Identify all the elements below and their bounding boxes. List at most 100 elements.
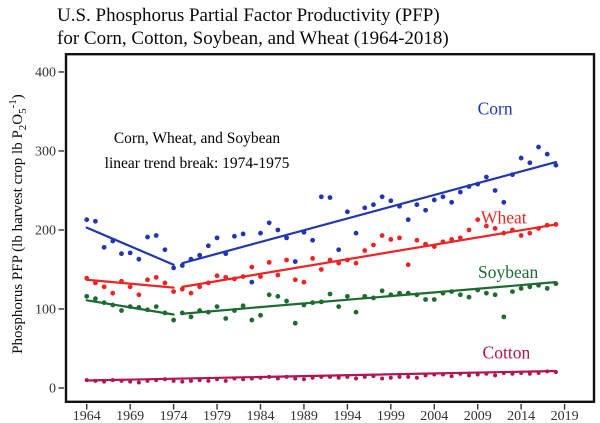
corn-data-point: [536, 144, 541, 150]
corn-data-point: [440, 194, 446, 200]
soybean-data-point: [492, 292, 498, 298]
cotton-data-point: [388, 375, 393, 380]
wheat-data-point: [353, 260, 359, 266]
cotton-data-point: [180, 379, 185, 384]
soybean-data-point: [240, 303, 246, 309]
soybean-data-point: [205, 309, 211, 315]
cotton-data-point: [501, 370, 506, 375]
soybean-data-point: [301, 302, 307, 308]
wheat-data-point: [423, 241, 428, 247]
corn-data-point: [414, 202, 420, 208]
cotton-data-point: [206, 378, 211, 383]
corn-data-point: [93, 218, 98, 224]
corn-data-point: [101, 244, 107, 250]
corn-data-point: [240, 231, 246, 237]
soybean-data-point: [101, 300, 107, 306]
soybean-data-point: [553, 281, 559, 287]
x-tick-label: 2019: [551, 409, 579, 423]
corn-data-point: [266, 220, 272, 226]
wheat-data-point: [145, 277, 150, 283]
wheat-data-point: [232, 276, 237, 282]
corn-data-point: [145, 234, 150, 240]
wheat-data-point: [197, 284, 203, 290]
wheat-data-point: [527, 230, 533, 236]
corn-data-point: [518, 155, 524, 161]
cotton-data-point: [328, 374, 332, 379]
corn-trend-line: [181, 160, 558, 265]
cotton-data-point: [310, 375, 315, 380]
wheat-data-point: [457, 235, 463, 241]
soybean-data-point: [327, 291, 333, 297]
x-tick-label: 1974: [160, 409, 188, 423]
corn-data-point: [344, 209, 350, 215]
annotation-line1: Corn, Wheat, and Soybean: [113, 130, 281, 147]
corn-data-point: [405, 217, 411, 223]
corn-data-point: [249, 279, 255, 285]
corn-data-point: [379, 194, 385, 200]
wheat-data-point: [327, 257, 333, 263]
soybean-data-point: [179, 310, 185, 316]
plot-frame: [64, 53, 596, 404]
wheat-data-point: [162, 280, 168, 286]
soybean-data-point: [397, 290, 402, 296]
corn-data-point: [110, 238, 116, 244]
cotton-data-point: [301, 377, 306, 382]
chart-title-line2: for Corn, Cotton, Soybean, and Wheat (19…: [57, 28, 449, 49]
cotton-data-point: [371, 374, 376, 379]
wheat-data-point: [544, 222, 550, 228]
soybean-data-point: [440, 290, 446, 296]
corn-data-point: [275, 227, 281, 233]
wheat-data-point: [275, 272, 281, 278]
corn-data-point: [492, 188, 498, 193]
soybean-data-point: [423, 297, 428, 302]
wheat-data-point: [388, 237, 394, 242]
cotton-data-point: [102, 379, 107, 384]
wheat-data-point: [110, 290, 116, 296]
soybean-data-point: [501, 314, 507, 320]
wheat-data-point: [336, 260, 342, 266]
cotton-data-point: [432, 372, 437, 377]
x-tick-label: 2014: [507, 409, 535, 423]
wheat-data-point: [475, 217, 481, 223]
corn-data-point: [258, 230, 263, 236]
cotton-data-point: [423, 373, 428, 378]
soybean-data-point: [136, 305, 142, 310]
cotton-data-point: [197, 378, 202, 383]
x-tick-label: 1984: [246, 409, 274, 423]
soybean-data-point: [310, 300, 316, 306]
corn-data-point: [84, 217, 90, 223]
soybean-data-point: [93, 296, 98, 302]
cotton-data-point: [380, 376, 385, 381]
cotton-data-point: [345, 374, 350, 379]
x-tick-label: 1979: [203, 409, 231, 423]
wheat-data-point: [310, 256, 316, 261]
wheat-data-point: [466, 227, 472, 233]
x-tick-label: 1989: [290, 409, 318, 423]
soybean-data-point: [153, 304, 159, 310]
soybean-data-point: [171, 317, 177, 323]
y-tick-label: 300: [35, 144, 56, 159]
wheat-data-point: [153, 274, 159, 280]
wheat-data-point: [136, 292, 142, 298]
corn-data-point: [292, 259, 298, 264]
wheat-data-point: [405, 262, 411, 268]
wheat-data-point: [449, 237, 455, 242]
y-tick-label: 100: [35, 302, 56, 317]
wheat-data-point: [492, 225, 498, 231]
soybean-data-point: [275, 293, 281, 299]
cotton-data-point: [484, 371, 489, 376]
x-tick-label: 1964: [73, 409, 101, 423]
wheat-data-point: [258, 274, 263, 279]
cotton-data-point: [545, 369, 550, 374]
corn-data-point: [310, 237, 316, 243]
soybean-data-point: [431, 297, 437, 302]
wheat-data-point: [501, 230, 507, 236]
corn-data-point: [162, 247, 168, 253]
wheat-data-point: [284, 257, 289, 263]
soybean-data-point: [475, 287, 481, 293]
corn-data-point: [205, 243, 211, 249]
wheat-data-point: [397, 235, 402, 241]
soybean-data-point: [405, 290, 411, 296]
